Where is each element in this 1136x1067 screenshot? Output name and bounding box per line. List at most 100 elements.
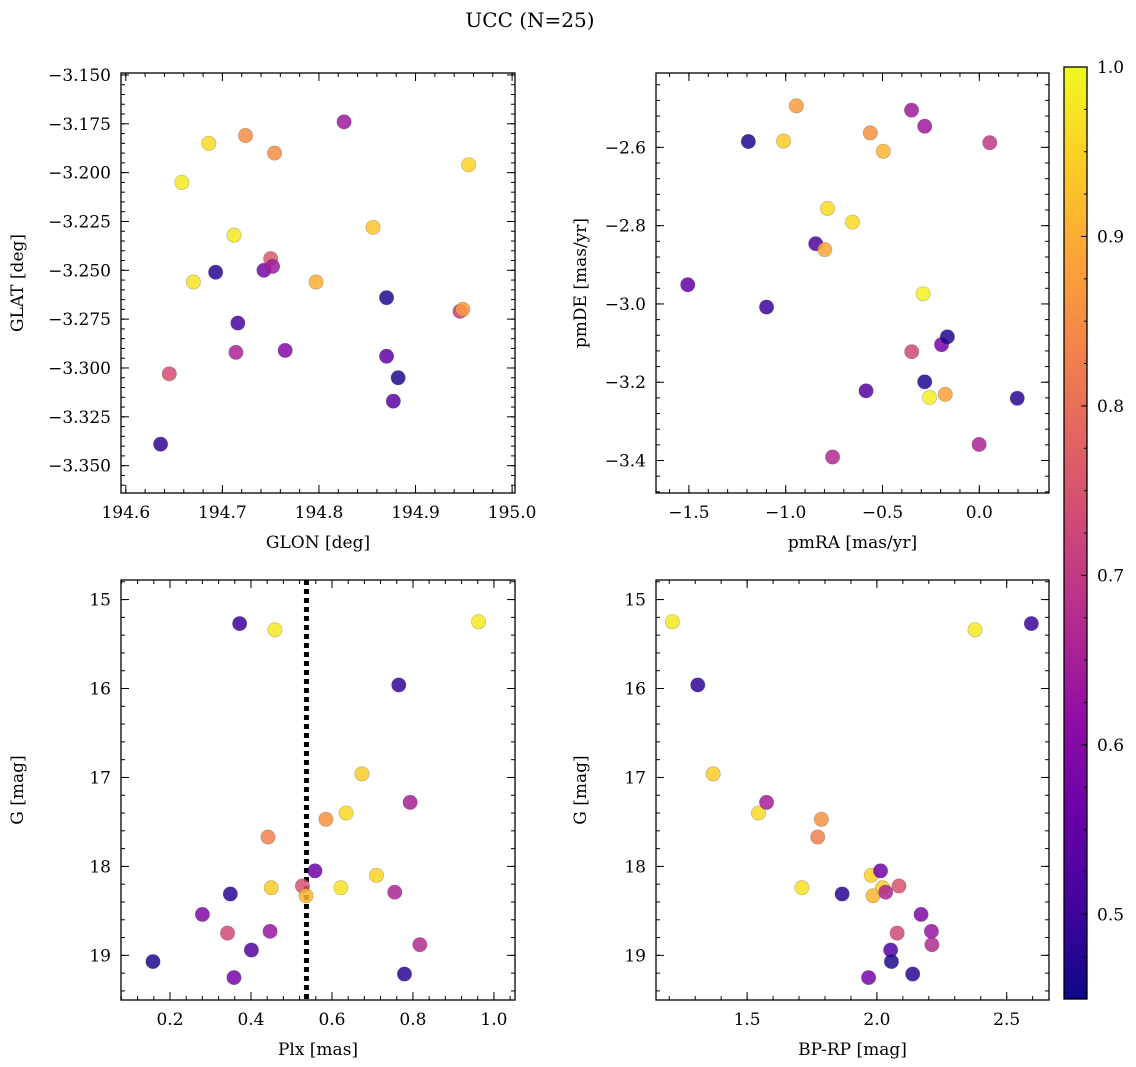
data-point: [917, 374, 933, 390]
panels: 194.6 194.7 194.8 194.9 195.0 −3.150 −3.175 −3.…: [8, 66, 1050, 1060]
data-point: [396, 966, 412, 982]
data-point: [402, 794, 418, 810]
y-axis-label: G [mag]: [8, 755, 28, 824]
data-point: [834, 886, 850, 902]
colorbar-tick-label: 0.6: [1097, 736, 1124, 756]
y-tick-label: −3.200: [48, 164, 111, 184]
data-point: [875, 143, 891, 159]
y-tick-label: 15: [89, 591, 111, 611]
x-axis-label: BP-RP [mag]: [798, 1040, 907, 1060]
x-tick-label: 194.8: [295, 503, 344, 523]
data-point: [939, 329, 955, 345]
data-point: [967, 622, 983, 638]
x-tick-label: −1.5: [668, 503, 709, 523]
data-point: [390, 370, 406, 386]
x-tick-label: 194.6: [101, 503, 150, 523]
y-tick-label: 15: [624, 591, 646, 611]
data-point: [690, 677, 706, 693]
x-tick-label: 0.0: [966, 503, 993, 523]
data-point: [263, 880, 279, 896]
data-point: [861, 970, 877, 986]
data-point: [923, 923, 939, 939]
y-tick-label: −3.0: [605, 295, 646, 315]
data-point: [265, 258, 281, 274]
data-point: [174, 174, 190, 190]
data-point: [820, 200, 836, 216]
x-tick-label: 194.9: [391, 503, 440, 523]
data-point: [379, 348, 395, 364]
data-point: [858, 383, 874, 399]
data-point: [904, 344, 920, 360]
data-point: [810, 829, 826, 845]
y-tick-label: 17: [624, 768, 646, 788]
x-tick-label: 1.0: [480, 1010, 507, 1030]
data-point: [705, 766, 721, 782]
y-tick-label: 18: [89, 857, 111, 877]
data-point: [391, 677, 407, 693]
data-point: [194, 906, 210, 922]
data-point: [883, 954, 899, 970]
y-tick-label: 18: [624, 857, 646, 877]
colorbar-tick-label: 0.7: [1097, 566, 1124, 586]
data-point: [262, 923, 278, 939]
y-tick-label: 16: [89, 680, 111, 700]
data-point: [333, 880, 349, 896]
x-tick-label: −1.0: [765, 503, 806, 523]
figure-title: UCC (N=25): [465, 8, 594, 32]
x-axis-label: GLON [deg]: [266, 533, 370, 553]
data-point: [298, 888, 314, 904]
colorbar-gradient: [1064, 67, 1087, 999]
data-point: [307, 863, 323, 879]
x-tick-label: 0.6: [318, 1010, 345, 1030]
data-point: [336, 114, 352, 130]
data-point: [230, 315, 246, 331]
data-point: [1009, 390, 1025, 406]
data-point: [232, 616, 248, 632]
x-tick-label: 2.5: [993, 1010, 1020, 1030]
data-point: [222, 886, 238, 902]
data-point: [471, 614, 487, 630]
data-point: [267, 622, 283, 638]
data-point: [751, 805, 767, 821]
data-point: [365, 219, 381, 235]
data-point: [226, 970, 242, 986]
data-point: [913, 906, 929, 922]
y-tick-label: −3.175: [48, 115, 111, 135]
colorbar-tick-label: 0.8: [1097, 397, 1124, 417]
data-point: [185, 274, 201, 290]
y-tick-label: 17: [89, 768, 111, 788]
x-axis-label: Plx [mas]: [278, 1040, 358, 1060]
y-tick-label: −3.325: [48, 408, 111, 428]
plot-frame: [655, 72, 1050, 494]
plot-frame: [120, 579, 516, 1001]
data-point: [817, 242, 833, 258]
colorbar-tick-label: 0.5: [1097, 905, 1124, 925]
data-point: [891, 878, 907, 894]
y-axis-label: GLAT [deg]: [8, 234, 28, 332]
data-point: [905, 966, 921, 982]
data-point: [369, 867, 385, 883]
y-tick-label: −2.8: [605, 217, 646, 237]
data-point: [889, 925, 905, 941]
data-point: [145, 954, 161, 970]
x-tick-label: −0.5: [862, 503, 903, 523]
data-point: [412, 937, 428, 953]
colorbar-tick-label: 1.0: [1097, 58, 1124, 78]
data-point: [788, 98, 804, 114]
x-tick-label: 0.2: [156, 1010, 183, 1030]
data-point: [379, 290, 395, 306]
data-point: [917, 118, 933, 134]
data-point: [664, 614, 680, 630]
data-point: [228, 344, 244, 360]
plot-frame: [655, 579, 1050, 1001]
data-point: [161, 366, 177, 382]
x-tick-label: 194.7: [198, 503, 247, 523]
y-axis-label: G [mag]: [571, 755, 591, 824]
x-axis-label: pmRA [mas/yr]: [788, 533, 917, 553]
data-point: [238, 128, 254, 144]
data-point: [844, 214, 860, 230]
x-tick-label: 2.0: [863, 1010, 890, 1030]
y-tick-label: −3.350: [48, 457, 111, 477]
y-tick-label: −3.225: [48, 212, 111, 232]
